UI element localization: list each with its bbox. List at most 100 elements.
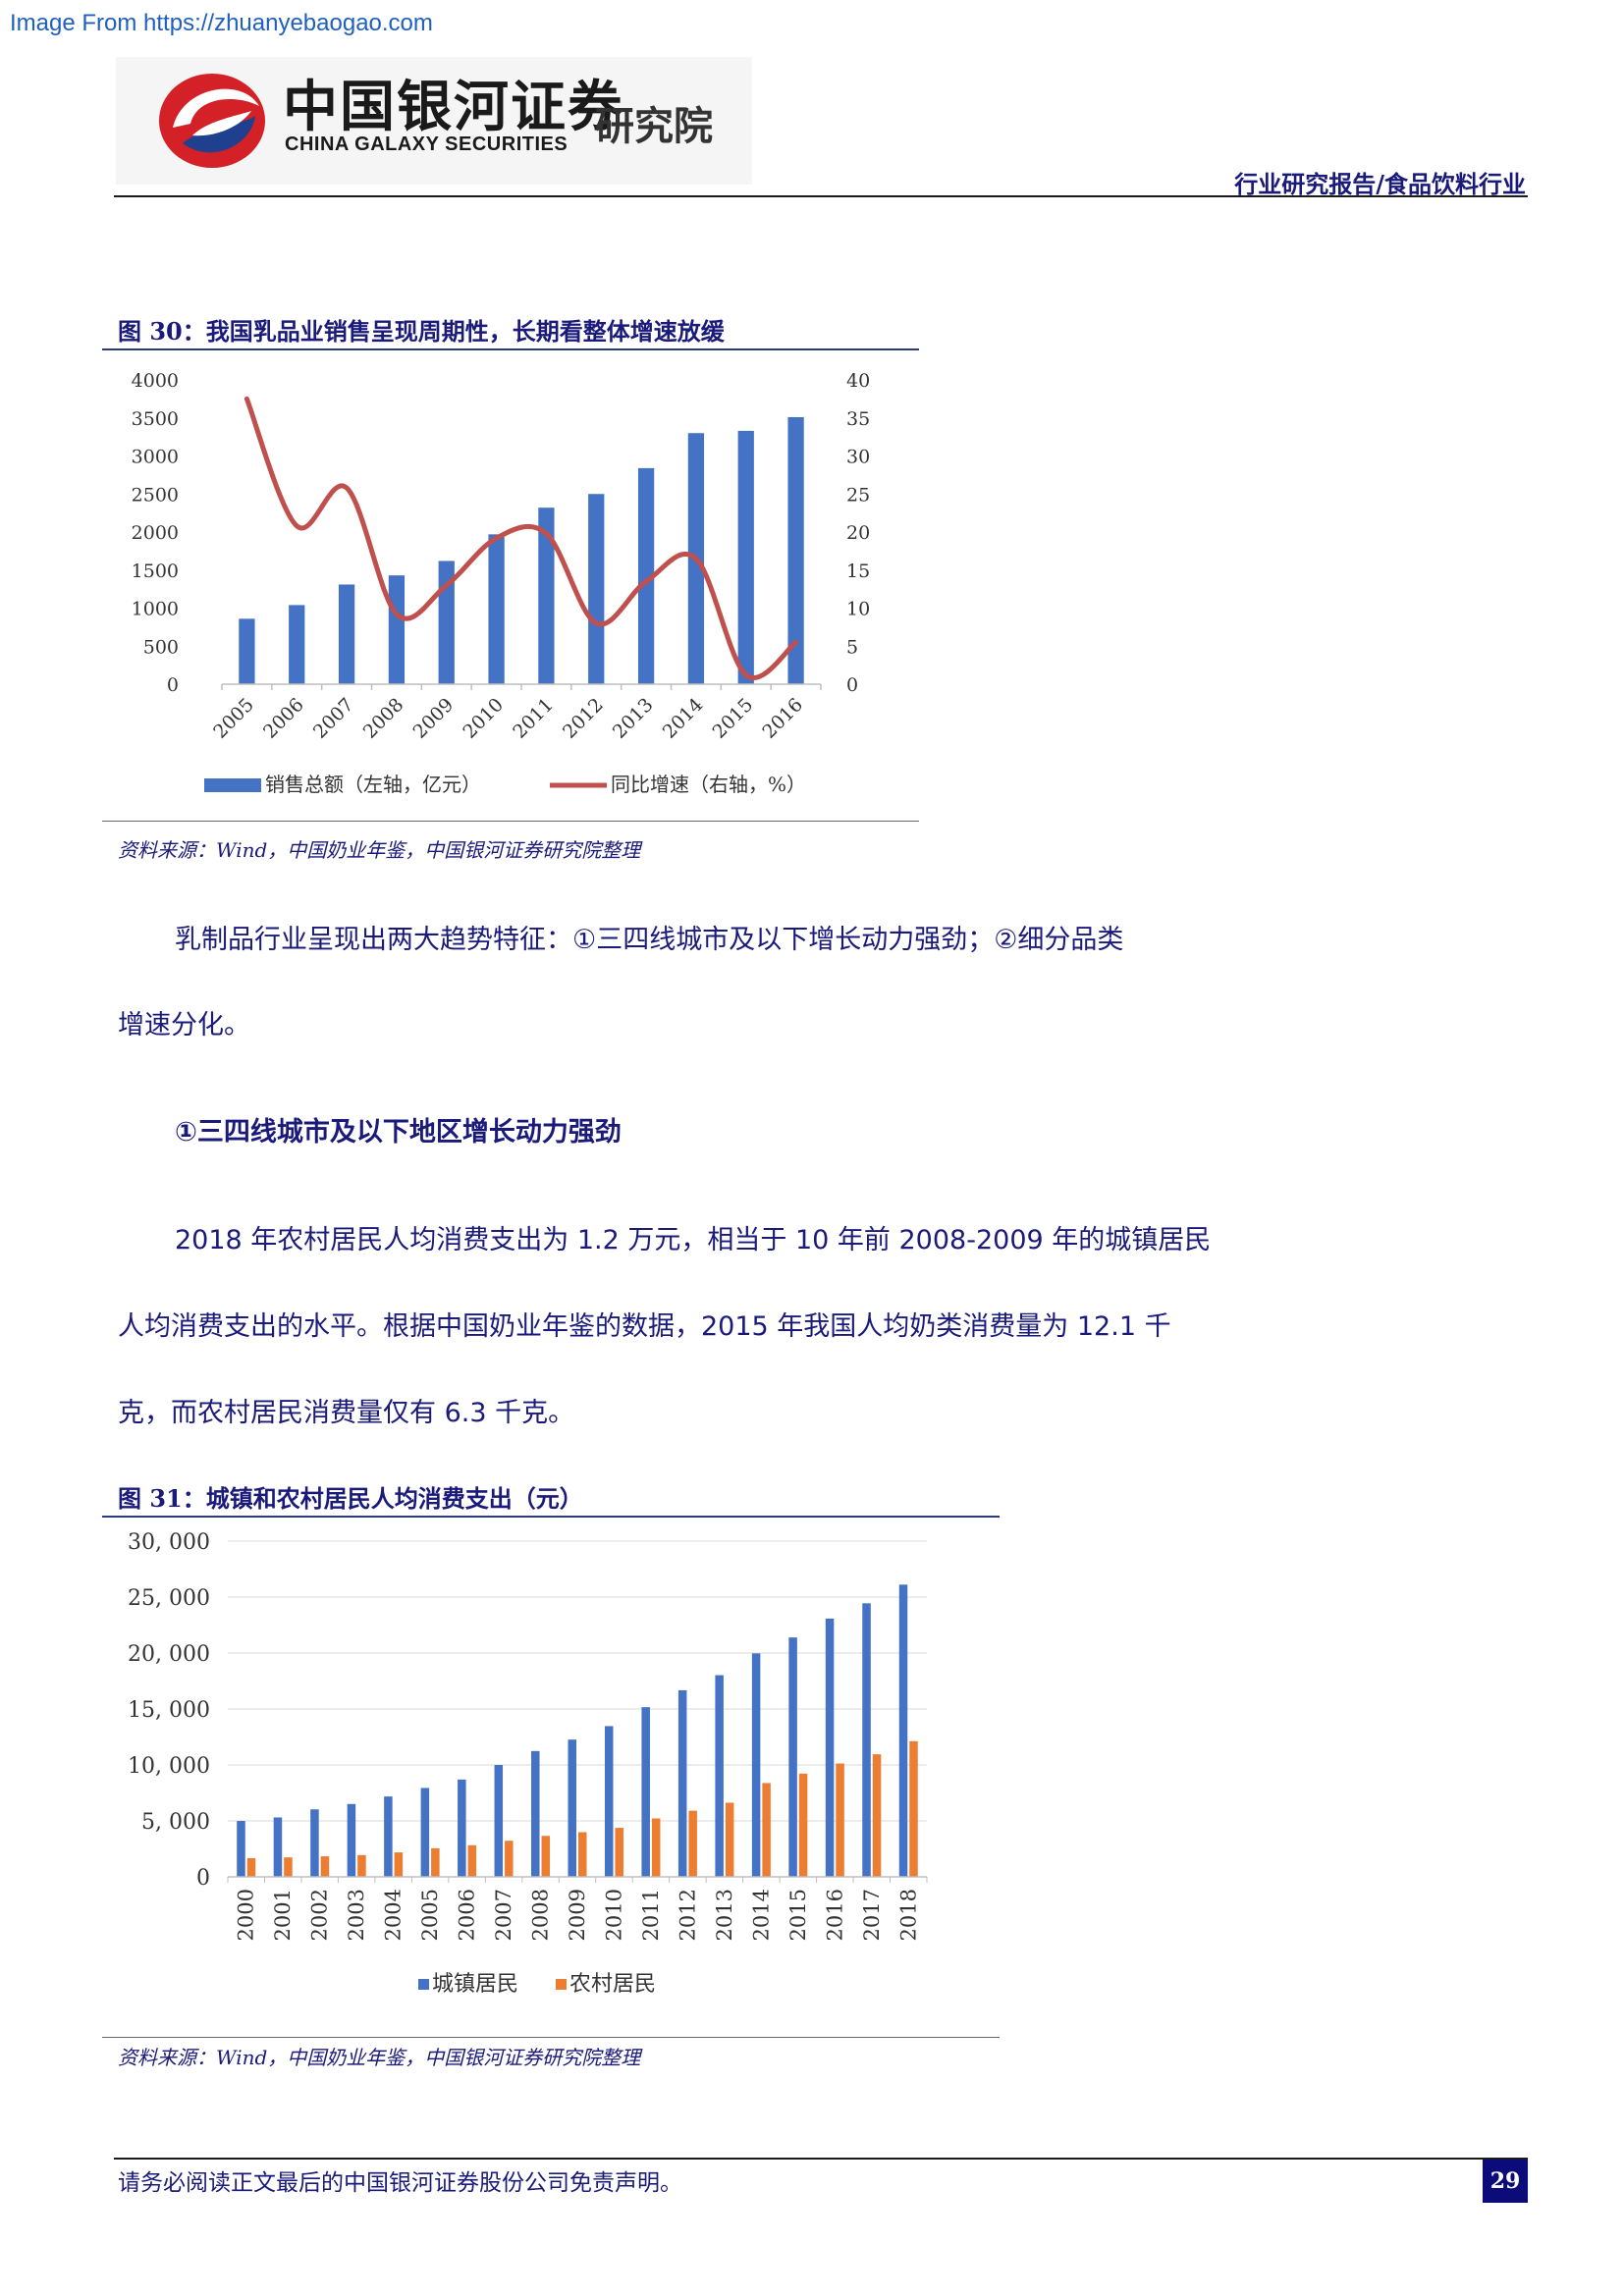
x-tick-label: 2013: [713, 1889, 736, 1941]
x-tick-label: 2012: [559, 694, 608, 743]
x-tick-label: 2010: [459, 694, 508, 743]
bar-rural: [909, 1740, 918, 1877]
y-right-tick-label: 15: [846, 561, 870, 582]
x-tick-label: 2014: [659, 694, 708, 743]
x-tick-label: 2011: [509, 694, 558, 743]
bar-sales: [538, 507, 555, 684]
paragraph1-line2: 增速分化。: [118, 1010, 250, 1041]
bar-sales: [488, 534, 505, 684]
y-left-tick-label: 0: [167, 674, 179, 696]
y-tick-label: 10, 000: [128, 1754, 210, 1779]
y-right-tick-label: 20: [846, 522, 870, 544]
footer-divider: [114, 2158, 1528, 2160]
bar-urban: [641, 1707, 650, 1877]
x-tick-label: 2008: [359, 694, 408, 743]
bar-urban: [494, 1765, 504, 1877]
x-tick-label: 2002: [308, 1889, 332, 1941]
bar-rural: [320, 1856, 330, 1877]
x-tick-label: 2005: [418, 1889, 442, 1941]
bar-urban: [347, 1803, 356, 1877]
figure31-title-rule: [102, 1516, 1000, 1518]
y-right-tick-label: 30: [846, 447, 870, 468]
bar-rural: [615, 1828, 623, 1877]
company-logo: 中国银河证券 CHINA GALAXY SECURITIES 研究院: [116, 57, 752, 185]
figure30-title: 图 30：我国乳品业销售呈现周期性，长期看整体增速放缓: [118, 317, 725, 346]
x-tick-label: 2003: [345, 1889, 368, 1941]
bar-sales: [338, 584, 355, 684]
figure30-source: 资料来源：Wind，中国奶业年鉴，中国银河证券研究院整理: [118, 838, 641, 862]
legend-swatch-urban: [418, 1979, 429, 1990]
bar-urban: [420, 1788, 430, 1877]
bar-sales: [787, 416, 804, 684]
bar-urban: [273, 1817, 283, 1877]
figure30-source-rule: [102, 821, 919, 822]
x-tick-label: 2006: [456, 1889, 479, 1941]
bar-rural: [725, 1802, 734, 1877]
bar-sales: [289, 605, 305, 684]
x-tick-label: 2008: [529, 1889, 553, 1941]
bar-rural: [762, 1783, 771, 1877]
bar-rural: [578, 1832, 587, 1877]
x-tick-label: 2005: [209, 694, 258, 743]
x-tick-label: 2011: [639, 1889, 663, 1941]
y-right-tick-label: 40: [846, 370, 870, 392]
y-tick-label: 20, 000: [128, 1642, 210, 1667]
y-right-tick-label: 35: [846, 408, 870, 430]
bar-rural: [284, 1857, 293, 1877]
series-line-growth: [244, 396, 799, 680]
y-left-tick-label: 2000: [132, 522, 179, 544]
figure30-chart: 4000 3500 3000 2500 2000 1500 1000 500 0 40 35 30 2…: [132, 370, 871, 796]
y-tick-label: 30, 000: [128, 1530, 210, 1555]
y-right-tick-label: 25: [846, 484, 870, 506]
x-tick-label: 2001: [271, 1889, 295, 1941]
y-left-tick-label: 3500: [132, 408, 179, 430]
y-left-tick-label: 3000: [132, 447, 179, 468]
y-tick-label: 25, 000: [128, 1586, 210, 1611]
y-tick-label: 5, 000: [141, 1810, 210, 1835]
header-divider: [114, 195, 1528, 197]
figure31-chart: 30, 000 25, 000 20, 000 15, 000 10, 000 5, 00…: [128, 1530, 928, 1993]
legend-swatch-sales: [204, 778, 261, 792]
paragraph2-line3: 克，而农村居民消费量仅有 6.3 千克。: [118, 1398, 575, 1428]
bar-sales: [637, 467, 655, 684]
bar-rural: [798, 1773, 808, 1877]
page-number: 29: [1483, 2160, 1528, 2203]
x-tick-label: 2000: [235, 1889, 258, 1941]
x-tick-label: 2009: [566, 1889, 589, 1941]
galaxy-swirl-icon: [159, 74, 265, 168]
bar-sales: [588, 494, 605, 684]
x-tick-label: 2007: [492, 1889, 515, 1941]
bar-rural: [541, 1836, 551, 1877]
x-tick-label: 2015: [786, 1889, 810, 1941]
legend-label-rural: 农村居民: [569, 1972, 656, 1993]
x-tick-label: 2004: [382, 1889, 406, 1941]
logo-english-name: CHINA GALAXY SECURITIES: [285, 133, 568, 155]
y-left-tick-label: 1000: [132, 599, 179, 620]
bar-rural: [872, 1754, 882, 1877]
figure31-source: 资料来源：Wind，中国奶业年鉴，中国银河证券研究院整理: [118, 2046, 641, 2069]
x-tick-label: 2013: [609, 694, 658, 743]
y-right-tick-label: 5: [846, 636, 858, 658]
y-tick-label: 15, 000: [128, 1698, 210, 1723]
bar-urban: [531, 1750, 540, 1877]
bar-rural: [394, 1852, 404, 1877]
bar-urban: [237, 1821, 245, 1877]
bar-rural: [431, 1847, 440, 1877]
section-heading: ①三四线城市及以下地区增长动力强劲: [175, 1117, 622, 1148]
legend-label-urban: 城镇居民: [432, 1972, 518, 1993]
bar-rural: [688, 1810, 697, 1877]
bar-rural: [357, 1854, 366, 1877]
figure30-title-rule: [102, 348, 919, 350]
y-left-tick-label: 500: [143, 636, 179, 658]
y-left-tick-label: 2500: [132, 484, 179, 506]
figure31-title: 图 31：城镇和农村居民人均消费支出（元）: [118, 1484, 583, 1513]
bar-rural: [467, 1844, 477, 1877]
y-tick-label: 0: [196, 1866, 210, 1891]
bar-urban: [310, 1809, 319, 1877]
bar-rural: [505, 1841, 514, 1877]
watermark-text: Image From https://zhuanyebaogao.com: [10, 10, 433, 36]
x-tick-label: 2014: [749, 1889, 773, 1941]
bar-rural: [246, 1857, 256, 1877]
y-left-tick-label: 4000: [132, 370, 179, 392]
footer-disclaimer: 请务必阅读正文最后的中国银河证券股份公司免责声明。: [118, 2170, 682, 2196]
